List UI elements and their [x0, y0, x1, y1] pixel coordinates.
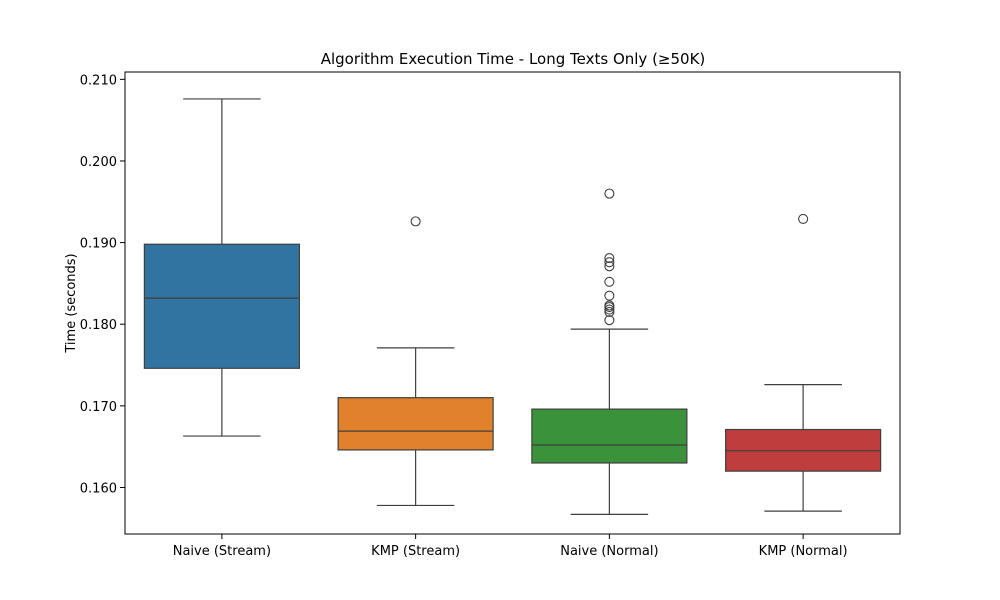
- outlier-point: [604, 276, 615, 287]
- x-tick-label: Naive (Stream): [173, 544, 271, 559]
- outlier-point: [604, 304, 615, 315]
- outlier-point: [604, 306, 615, 318]
- x-tick-label: KMP (Normal): [759, 544, 848, 559]
- y-tick-label: 0.190: [80, 237, 117, 252]
- outlier-point: [604, 188, 615, 199]
- box-iqr: [531, 408, 688, 464]
- box-iqr: [337, 397, 494, 451]
- outlier-point: [798, 213, 809, 224]
- x-tick-label: KMP (Stream): [371, 544, 460, 559]
- y-tick-label: 0.200: [80, 155, 117, 170]
- y-tick-label: 0.210: [80, 73, 117, 88]
- plot-area: 0.160 0.170 0.180 0.190 0.200 0.210 Naive (Str…: [80, 73, 882, 559]
- y-tick-label: 0.160: [80, 481, 117, 496]
- chart-title: Algorithm Execution Time - Long Texts On…: [321, 50, 706, 68]
- outlier-point: [604, 302, 615, 313]
- plot-frame: [124, 71, 901, 535]
- y-tick-label: 0.180: [80, 318, 117, 333]
- outlier-point: [410, 216, 421, 227]
- outlier-point: [604, 315, 615, 326]
- x-tick-label: Naive (Normal): [560, 544, 658, 559]
- outlier-point: [604, 253, 615, 264]
- outlier-point: [604, 290, 615, 301]
- outlier-point: [604, 261, 615, 272]
- y-axis-label: Time (seconds): [64, 253, 79, 353]
- outlier-point: [604, 257, 615, 268]
- y-tick-label: 0.170: [80, 400, 117, 415]
- box-iqr: [143, 243, 300, 369]
